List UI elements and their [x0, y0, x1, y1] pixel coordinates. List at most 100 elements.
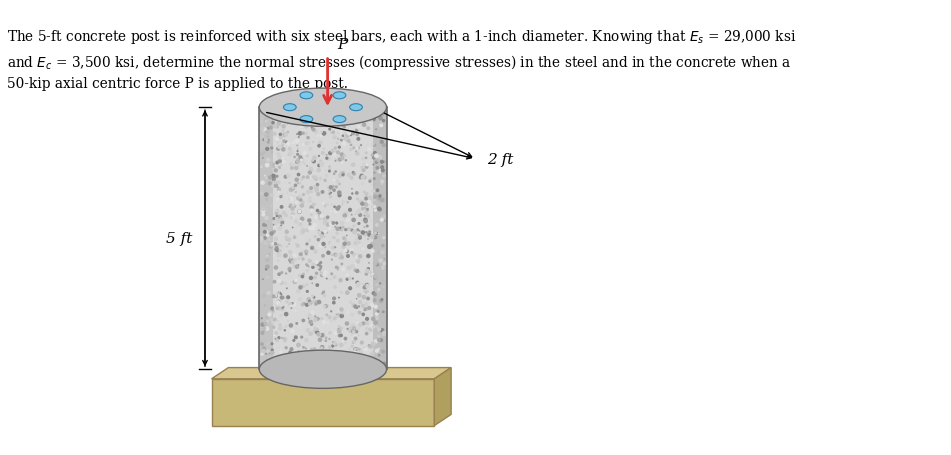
Point — [287, 234, 302, 242]
Point — [356, 174, 371, 182]
Point — [353, 199, 368, 207]
Point — [371, 337, 386, 344]
Point — [322, 184, 338, 192]
Point — [350, 282, 365, 289]
Point — [337, 235, 352, 243]
Point — [363, 327, 378, 334]
Point — [268, 306, 283, 313]
Point — [352, 228, 367, 235]
Point — [276, 127, 291, 134]
Point — [314, 345, 329, 352]
Point — [273, 363, 288, 370]
Point — [285, 186, 301, 193]
Point — [324, 252, 340, 259]
Point — [274, 349, 289, 356]
Point — [289, 320, 304, 327]
Point — [350, 151, 365, 158]
Point — [302, 221, 318, 228]
Point — [370, 168, 385, 176]
Point — [310, 326, 325, 333]
Point — [268, 234, 283, 241]
Point — [368, 234, 383, 242]
Point — [351, 145, 366, 152]
Point — [375, 112, 390, 119]
Point — [259, 314, 274, 322]
Point — [335, 220, 350, 227]
Point — [328, 341, 343, 349]
Point — [310, 315, 325, 323]
Point — [304, 314, 320, 321]
Point — [272, 158, 287, 166]
Point — [361, 243, 377, 250]
Point — [368, 227, 383, 234]
Point — [265, 177, 281, 184]
Point — [283, 256, 299, 263]
Point — [255, 134, 270, 141]
Point — [352, 234, 367, 242]
Point — [274, 312, 289, 319]
Point — [347, 349, 362, 356]
Point — [299, 251, 314, 258]
Point — [254, 152, 269, 159]
Point — [350, 196, 365, 203]
Point — [332, 255, 347, 262]
Point — [340, 325, 356, 333]
Point — [296, 174, 311, 182]
Point — [350, 253, 365, 261]
Point — [332, 157, 347, 164]
Point — [374, 139, 389, 146]
Point — [355, 206, 370, 213]
Point — [264, 347, 280, 354]
Point — [305, 264, 320, 271]
Point — [358, 115, 373, 122]
Point — [356, 162, 371, 169]
Point — [375, 197, 390, 204]
Point — [339, 353, 354, 360]
Point — [255, 351, 270, 358]
Point — [269, 305, 284, 313]
Point — [283, 357, 299, 364]
Point — [374, 119, 389, 126]
Point — [341, 265, 357, 272]
Point — [365, 152, 380, 159]
Point — [265, 319, 281, 327]
Point — [325, 358, 340, 365]
Point — [357, 174, 372, 182]
Point — [342, 285, 358, 292]
Point — [271, 242, 286, 249]
Point — [290, 142, 305, 150]
Point — [270, 207, 285, 215]
Point — [279, 236, 294, 243]
Point — [296, 130, 311, 137]
Point — [336, 170, 351, 177]
Point — [304, 242, 320, 249]
Ellipse shape — [333, 116, 346, 123]
Point — [356, 246, 371, 253]
Point — [267, 306, 282, 313]
Point — [279, 212, 294, 220]
Point — [270, 354, 285, 361]
Point — [264, 316, 280, 324]
Point — [274, 334, 289, 342]
Point — [364, 303, 379, 311]
Point — [273, 165, 288, 172]
Point — [347, 345, 362, 353]
Point — [292, 272, 307, 279]
Point — [301, 140, 316, 147]
Point — [346, 325, 361, 333]
Point — [310, 133, 325, 140]
Point — [265, 349, 281, 357]
Point — [263, 125, 279, 132]
Point — [278, 280, 293, 288]
Point — [327, 340, 342, 347]
Point — [348, 211, 363, 218]
Point — [340, 276, 355, 283]
Point — [349, 353, 364, 360]
Point — [322, 166, 338, 173]
Point — [354, 172, 369, 180]
Point — [332, 323, 347, 330]
Point — [314, 132, 329, 140]
Point — [294, 202, 309, 210]
Point — [271, 107, 286, 115]
Point — [307, 317, 322, 324]
